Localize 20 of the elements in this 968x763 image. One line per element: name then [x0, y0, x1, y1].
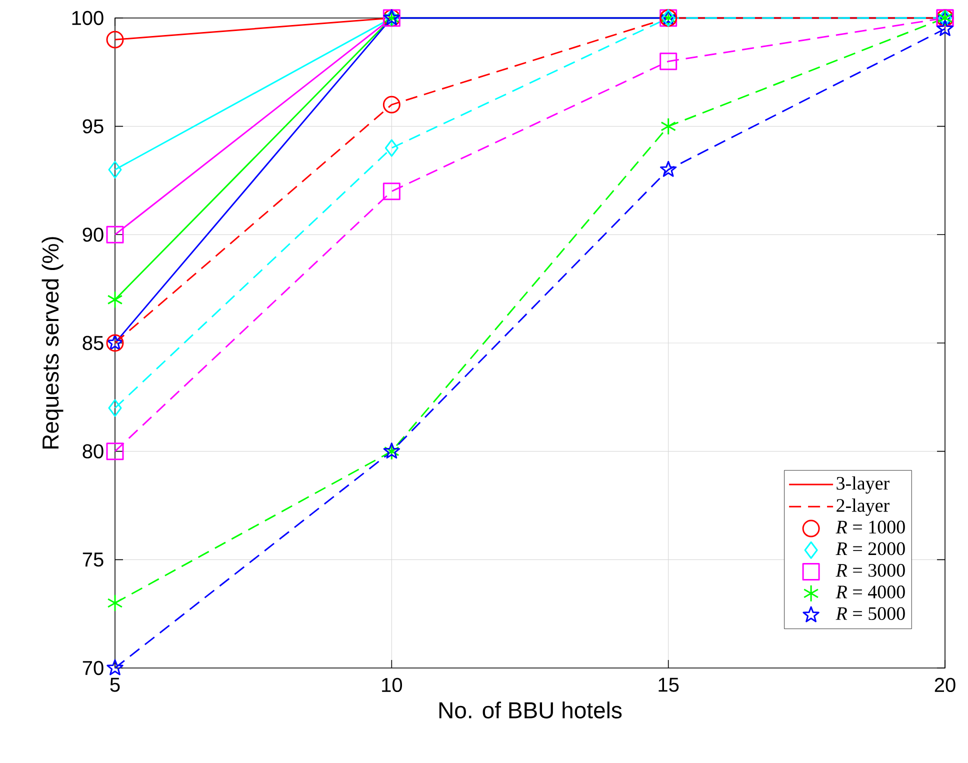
y-tick-label: 95 [82, 119, 104, 134]
legend-label: R = 3000 [836, 564, 905, 577]
legend-label: R = 2000 [836, 542, 905, 556]
y-tick-label: 80 [82, 444, 104, 458]
legend-label: R = 4000 [836, 586, 905, 598]
y-tick-label: 70 [82, 660, 104, 676]
legend-label: 3-layer [836, 476, 890, 494]
legend-label: R = 5000 [836, 607, 905, 620]
y-tick-label: 90 [82, 228, 104, 242]
x-tick-label: 5 [110, 678, 120, 692]
y-tick-label: 85 [82, 336, 104, 350]
y-axis-title: Requests served (%) [42, 237, 64, 448]
y-tick-label: 100 [72, 10, 104, 26]
x-axis-title: No. of BBU hotels [439, 702, 622, 718]
x-tick-label: 15 [658, 678, 679, 692]
x-tick-label: 10 [382, 678, 402, 692]
x-tick-label: 20 [934, 678, 956, 692]
y-tick-label: 75 [82, 552, 104, 567]
legend-label: 2-layer [836, 498, 890, 516]
legend-label: R = 1000 [836, 520, 905, 534]
